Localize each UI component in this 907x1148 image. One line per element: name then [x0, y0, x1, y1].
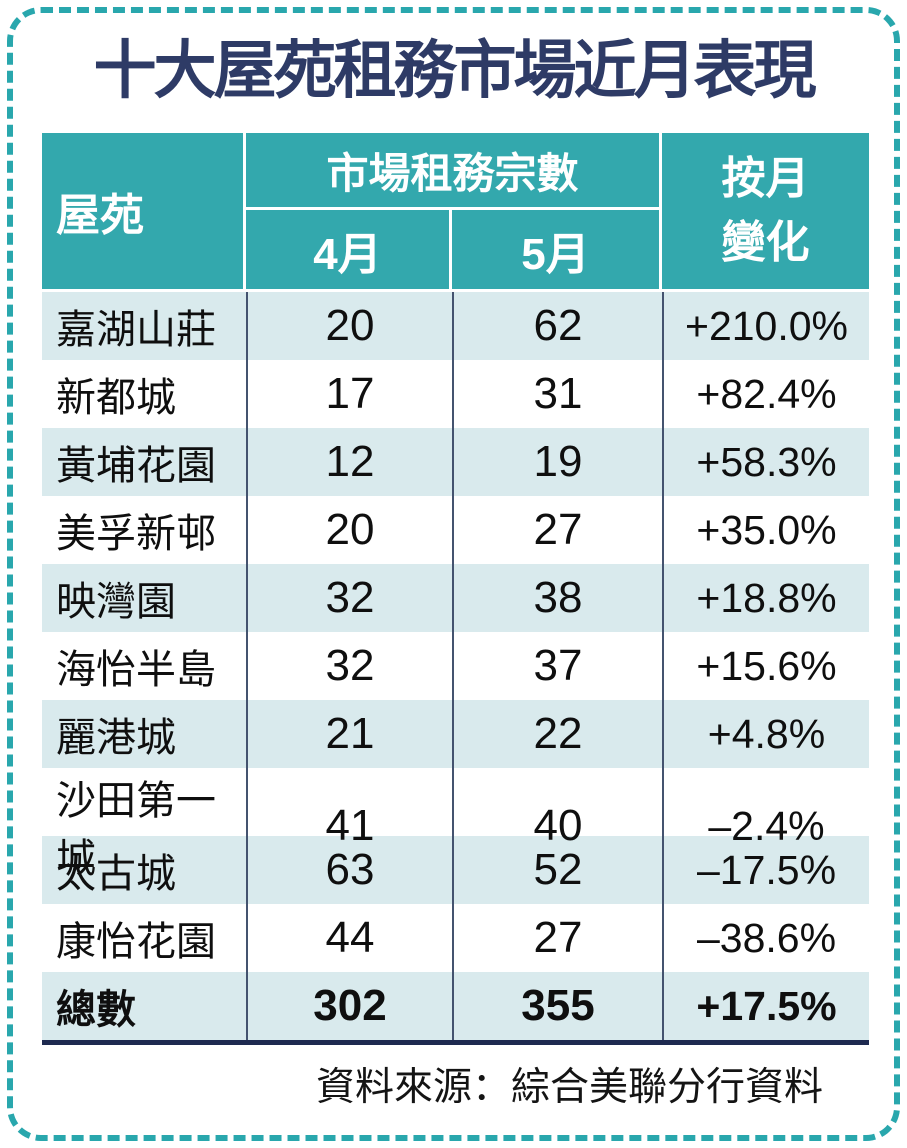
may-count: 31	[452, 360, 662, 428]
header-may: 5月	[452, 210, 662, 289]
mom-change-value: +58.3%	[662, 428, 869, 496]
may-count: 38	[452, 564, 662, 632]
mom-change-value: +210.0%	[662, 292, 869, 360]
april-count: 21	[246, 700, 452, 768]
estate-name: 太古城	[56, 852, 176, 896]
table-row: 嘉湖山莊 20 62 +210.0%	[42, 292, 869, 360]
may-count: 22	[452, 700, 662, 768]
mom-change-value: –2.4%	[662, 768, 869, 884]
may-count: 62	[452, 292, 662, 360]
april-count: 44	[246, 904, 452, 972]
may-count: 52	[452, 836, 662, 904]
estate-name: 海怡半島	[56, 648, 216, 692]
estate-name: 黃埔花園	[56, 444, 216, 488]
mom-change-value: +35.0%	[662, 496, 869, 564]
table-row: 總數 302 355 +17.5%	[42, 972, 869, 1040]
estate-name: 新都城	[56, 376, 176, 420]
estate-name: 沙田第一城	[56, 779, 216, 881]
mom-change-value: +18.8%	[662, 564, 869, 632]
table-header: 屋苑 市場租務宗數 4月 5月 按月 變化	[42, 133, 869, 289]
may-count: 27	[452, 904, 662, 972]
header-mom-change: 按月 變化	[662, 133, 869, 289]
table-row: 海怡半島 32 37 +15.6%	[42, 632, 869, 700]
table-row: 麗港城 21 22 +4.8%	[42, 700, 869, 768]
april-count: 20	[246, 292, 452, 360]
table-row: 沙田第一城 41 40 –2.4%	[42, 768, 869, 884]
mom-change-value: –17.5%	[662, 836, 869, 904]
table-body: 嘉湖山莊 20 62 +210.0% 新都城 17 31 +82.4% 黃埔花園…	[42, 292, 869, 1040]
may-count: 19	[452, 428, 662, 496]
estate-name: 美孚新邨	[56, 512, 216, 556]
may-count: 37	[452, 632, 662, 700]
april-count: 32	[246, 632, 452, 700]
estate-name: 映灣園	[56, 580, 176, 624]
estate-name: 總數	[56, 988, 136, 1032]
mom-change-value: +17.5%	[662, 972, 869, 1040]
table-row: 黃埔花園 12 19 +58.3%	[42, 428, 869, 496]
april-count: 12	[246, 428, 452, 496]
mom-change-value: –38.6%	[662, 904, 869, 972]
table-row: 美孚新邨 20 27 +35.0%	[42, 496, 869, 564]
header-april: 4月	[246, 210, 452, 289]
estate-name: 嘉湖山莊	[56, 308, 216, 352]
may-count: 355	[452, 972, 662, 1040]
april-count: 63	[246, 836, 452, 904]
table-bottom-rule	[42, 1040, 869, 1045]
header-rental-count-group: 市場租務宗數	[246, 133, 662, 210]
april-count: 302	[246, 972, 452, 1040]
mom-change-value: +15.6%	[662, 632, 869, 700]
estate-name: 康怡花園	[56, 920, 216, 964]
april-count: 20	[246, 496, 452, 564]
mom-change-value: +4.8%	[662, 700, 869, 768]
source-note: 資料來源：綜合美聯分行資料	[315, 1066, 823, 1109]
rental-table: 屋苑 市場租務宗數 4月 5月 按月 變化 嘉湖山莊 20 62 +210.0%…	[42, 133, 869, 1045]
page-title: 十大屋苑租務市場近月表現	[93, 36, 817, 106]
april-count: 41	[246, 768, 452, 884]
table-row: 映灣園 32 38 +18.8%	[42, 564, 869, 632]
table-row: 太古城 63 52 –17.5%	[42, 836, 869, 904]
mom-change-value: +82.4%	[662, 360, 869, 428]
may-count: 27	[452, 496, 662, 564]
header-estate: 屋苑	[42, 133, 246, 289]
estate-name: 麗港城	[56, 716, 176, 760]
may-count: 40	[452, 768, 662, 884]
table-row: 新都城 17 31 +82.4%	[42, 360, 869, 428]
table-row: 康怡花園 44 27 –38.6%	[42, 904, 869, 972]
april-count: 17	[246, 360, 452, 428]
april-count: 32	[246, 564, 452, 632]
